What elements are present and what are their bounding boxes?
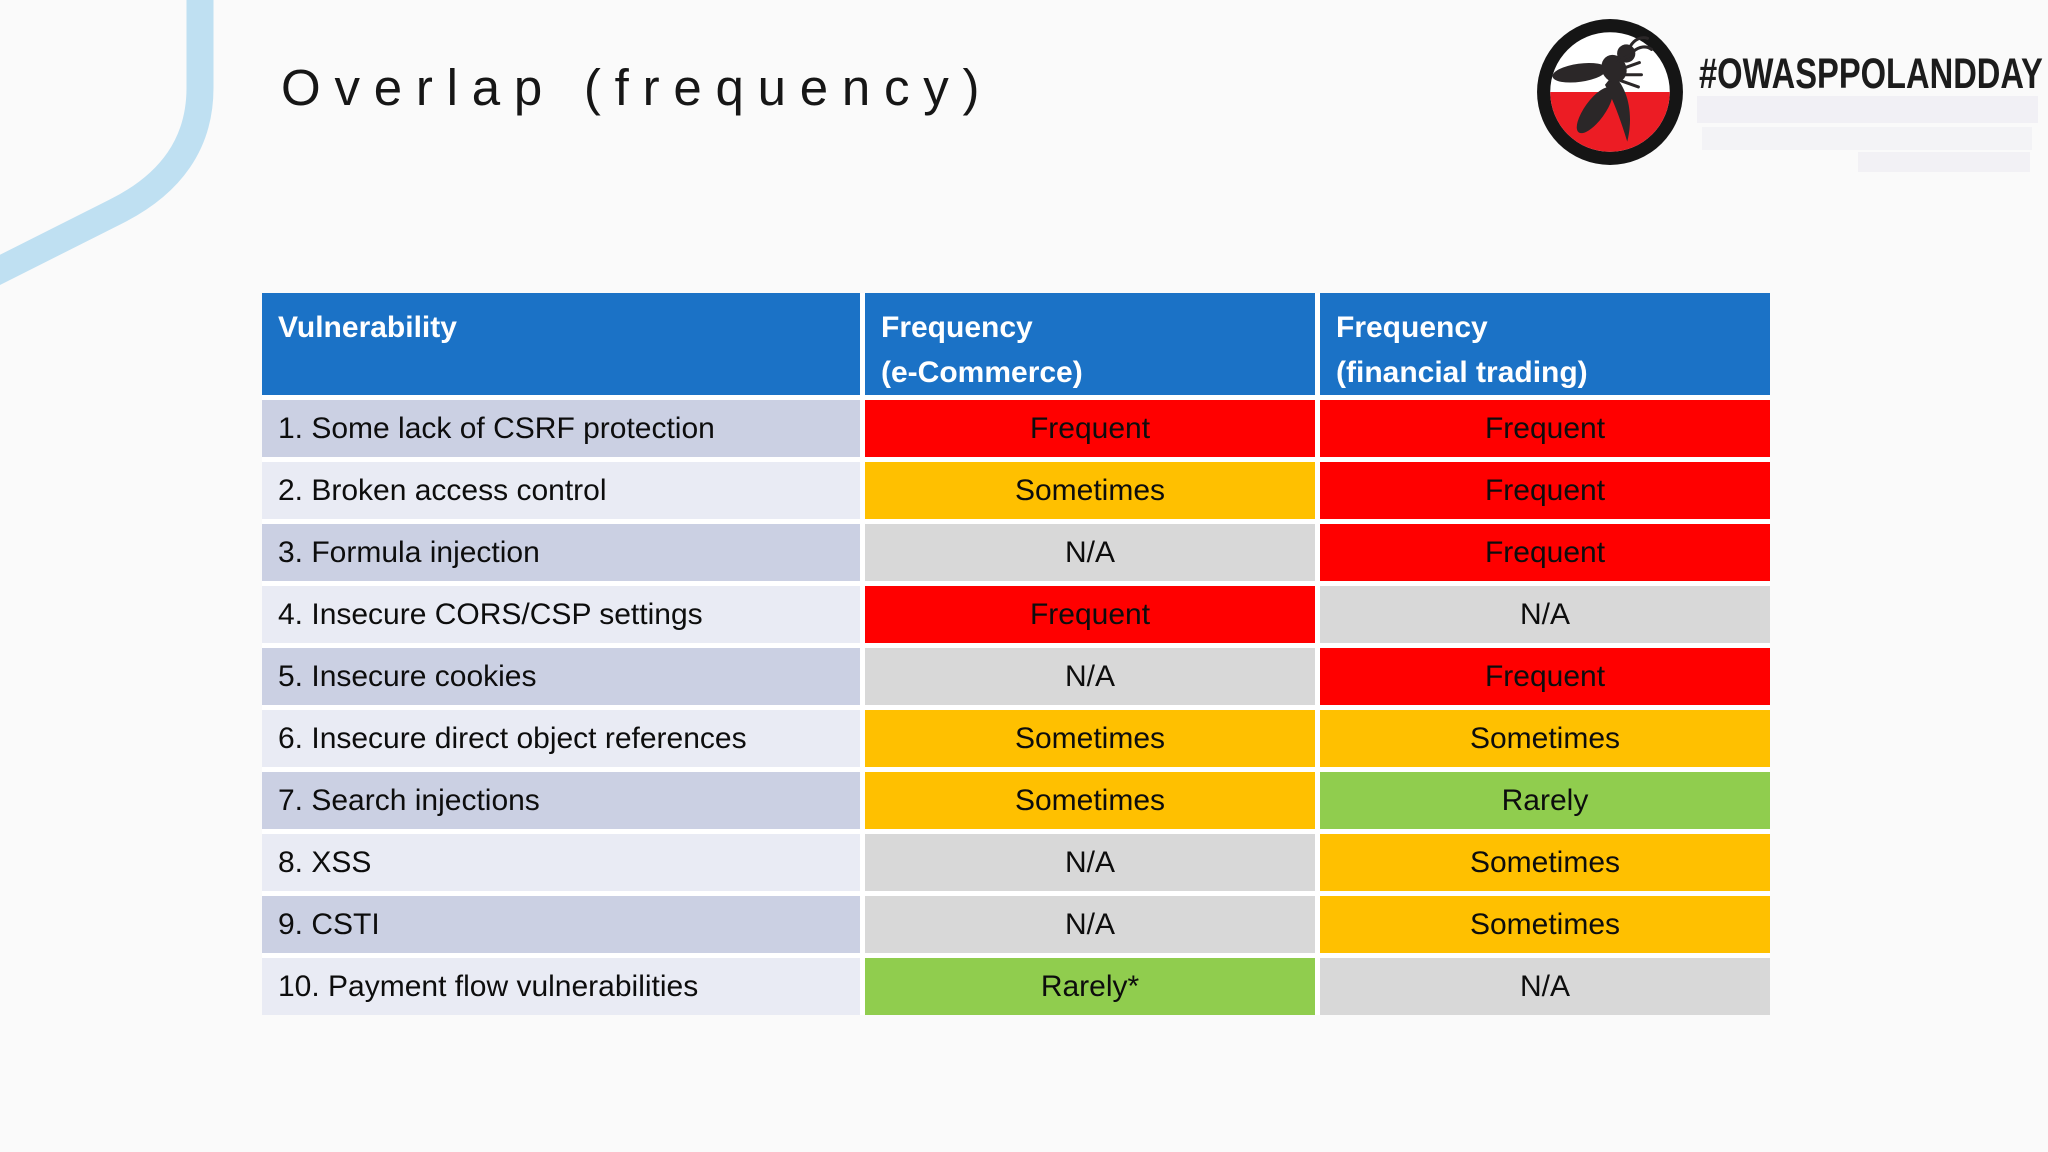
vulnerability-cell: 3. Formula injection (262, 524, 860, 581)
financial-frequency-cell: Sometimes (1320, 834, 1770, 891)
vulnerability-cell: 9. CSTI (262, 896, 860, 953)
financial-frequency-cell: Frequent (1320, 462, 1770, 519)
compression-artifact (1697, 96, 2038, 123)
ecommerce-frequency-cell: N/A (865, 896, 1315, 953)
financial-frequency-cell: N/A (1320, 586, 1770, 643)
header-label-line1: Frequency (881, 311, 1033, 344)
ecommerce-frequency-cell: N/A (865, 524, 1315, 581)
vulnerability-cell: 5. Insecure cookies (262, 648, 860, 705)
financial-frequency-cell: Frequent (1320, 524, 1770, 581)
ecommerce-frequency-cell: Frequent (865, 586, 1315, 643)
financial-frequency-cell: Frequent (1320, 648, 1770, 705)
financial-frequency-cell: Sometimes (1320, 896, 1770, 953)
vulnerability-cell: 10. Payment flow vulnerabilities (262, 958, 860, 1015)
owasp-wasp-logo-icon (1537, 19, 1683, 165)
ecommerce-frequency-cell: Sometimes (865, 772, 1315, 829)
financial-frequency-cell: Rarely (1320, 772, 1770, 829)
ecommerce-frequency-cell: N/A (865, 834, 1315, 891)
financial-frequency-cell: Sometimes (1320, 710, 1770, 767)
header-label-line2: (e-Commerce) (881, 356, 1083, 389)
header-label-line2: (financial trading) (1336, 356, 1588, 389)
vulnerability-cell: 8. XSS (262, 834, 860, 891)
financial-frequency-cell: N/A (1320, 958, 1770, 1015)
ecommerce-frequency-cell: Rarely* (865, 958, 1315, 1015)
slide-title: Overlap (frequency) (281, 59, 994, 116)
column-header-frequency-financial: Frequency (financial trading) (1320, 293, 1770, 395)
ecommerce-frequency-cell: Sometimes (865, 710, 1315, 767)
event-hashtag: #OWASPPOLANDDAY (1699, 50, 2043, 98)
ecommerce-frequency-cell: Sometimes (865, 462, 1315, 519)
vulnerability-cell: 6. Insecure direct object references (262, 710, 860, 767)
vulnerability-cell: 4. Insecure CORS/CSP settings (262, 586, 860, 643)
column-header-vulnerability: Vulnerability (262, 293, 860, 395)
compression-artifact (1702, 127, 2032, 150)
vulnerability-cell: 7. Search injections (262, 772, 860, 829)
ecommerce-frequency-cell: Frequent (865, 400, 1315, 457)
vulnerability-frequency-table: Vulnerability Frequency (e-Commerce) Fre… (262, 293, 1770, 1015)
corner-accent-curve (0, 0, 214, 286)
vulnerability-cell: 2. Broken access control (262, 462, 860, 519)
vulnerability-cell: 1. Some lack of CSRF protection (262, 400, 860, 457)
header-label: Vulnerability (278, 311, 457, 344)
ecommerce-frequency-cell: N/A (865, 648, 1315, 705)
financial-frequency-cell: Frequent (1320, 400, 1770, 457)
header-label-line1: Frequency (1336, 311, 1488, 344)
column-header-frequency-ecommerce: Frequency (e-Commerce) (865, 293, 1315, 395)
compression-artifact (1858, 152, 2030, 172)
